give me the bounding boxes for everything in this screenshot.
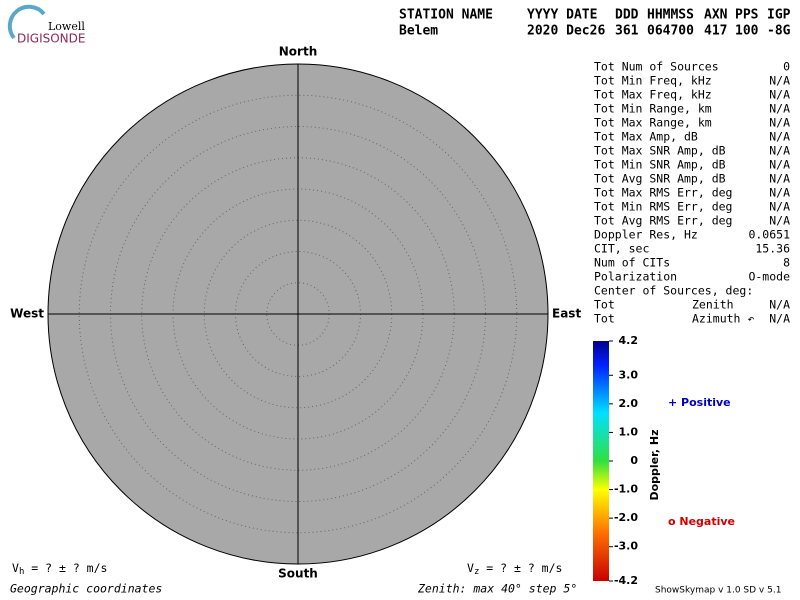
stat-label: Tot Max Amp, dB [594,130,698,144]
colorbar-tick-label: -1.0 [614,483,638,496]
stat-value: 15.36 [755,242,790,256]
stat-sublabel: Azimuth ↶ [692,312,754,326]
stat-label: Tot Avg RMS Err, deg [594,214,732,228]
west-label: West [10,307,44,321]
stat-value: N/A [769,298,790,312]
vh-text: = ? ± ? m/s [24,561,107,575]
vh-symbol: V [12,561,19,575]
colorbar-tick-label: 1.0 [619,425,639,438]
stat-value: O-mode [748,270,790,284]
legend-negative: o Negative [668,515,735,528]
stat-sublabel: Zenith [692,298,734,312]
stat-value: N/A [769,214,790,228]
coords-label: Geographic coordinates [10,582,162,596]
header-value: 361 [615,24,639,39]
stat-value: N/A [769,144,790,158]
colorbar-tick-label: -4.2 [614,574,638,587]
colorbar-tick-label: 3.0 [619,368,639,381]
header-label: YYYY DATE [527,8,597,23]
stat-label: Tot [594,312,615,326]
stat-value: N/A [769,158,790,172]
stat-label: Tot Max Range, km [594,116,712,130]
stat-value: 8 [783,256,790,270]
colorbar-tick-label: -2.0 [614,511,638,524]
stat-value: N/A [769,200,790,214]
header-label: HHMMSS [647,8,694,23]
stat-value: N/A [769,130,790,144]
stat-value: N/A [769,172,790,186]
stat-label: Num of CITs [594,256,670,270]
south-label: South [278,567,318,581]
logo-top: Lowell [48,20,85,33]
vz-symbol: V [467,561,474,575]
zenith-label: Zenith: max 40° step 5° [417,582,577,596]
colorbar-tick-label: 2.0 [619,397,639,410]
colorbar [593,341,609,581]
stat-label: Center of Sources, deg: [594,284,753,298]
header-value: 100 [735,24,759,39]
stat-value: N/A [769,312,790,326]
header-label: DDD [615,8,639,23]
header-value: 064700 [647,24,694,39]
vz-readout: Vz = ? ± ? m/s [467,561,562,577]
header-label: IGP [767,8,791,23]
vz-text: = ? ± ? m/s [479,561,562,575]
colorbar-tick-label: 4.2 [619,334,639,347]
north-label: North [279,45,317,59]
stat-label: Tot [594,298,615,312]
stat-label: Tot Min RMS Err, deg [594,200,732,214]
stat-label: Tot Min SNR Amp, dB [594,158,726,172]
header-label: PPS [735,8,759,23]
version-label: ShowSkymap v 1.0 SD v 5.1 [655,586,781,596]
stat-label: Tot Max Freq, kHz [594,88,712,102]
stat-label: Tot Max RMS Err, deg [594,186,732,200]
stat-value: N/A [769,116,790,130]
stat-label: Tot Avg SNR Amp, dB [594,172,726,186]
logo-arc [7,4,46,40]
colorbar-tick-label: 0 [630,454,638,467]
header-value: 2020 Dec26 [527,24,605,39]
stat-label: Doppler Res, Hz [594,228,698,242]
stat-label: CIT, sec [594,242,649,256]
header-value: Belem [399,24,438,39]
stat-value: 0 [783,60,790,74]
logo-bottom: DIGISONDE [17,32,85,46]
stat-value: N/A [769,74,790,88]
colorbar-title: Doppler, Hz [648,429,661,500]
stat-label: Tot Min Freq, kHz [594,74,712,88]
east-label: East [552,307,581,321]
vh-sub: h [19,567,24,577]
header-value: 417 [704,24,727,39]
stat-value: N/A [769,102,790,116]
stat-value: N/A [769,88,790,102]
header-value: -8G [767,24,791,39]
colorbar-tick-label: -3.0 [614,540,638,553]
stat-label: Tot Min Range, km [594,102,712,116]
stat-value: 0.0651 [748,228,790,242]
header-label: AXN [704,8,728,23]
header-label: STATION NAME [399,8,493,23]
stat-value: N/A [769,186,790,200]
stat-label: Tot Max SNR Amp, dB [594,144,726,158]
vh-readout: Vh = ? ± ? m/s [12,561,107,577]
stat-label: Tot Num of Sources [594,60,719,74]
vz-sub: z [474,567,479,577]
legend-positive: + Positive [668,396,731,409]
stat-label: Polarization [594,270,677,284]
